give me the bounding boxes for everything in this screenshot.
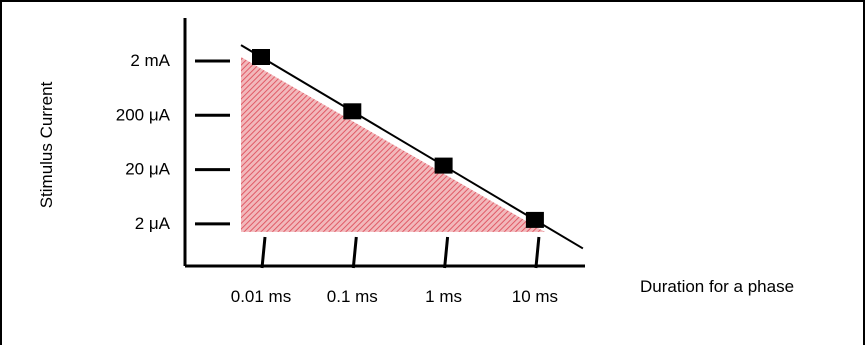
y-tick-label: 2 mA [130, 51, 170, 70]
x-tick [351, 236, 358, 269]
x-tick [443, 236, 450, 269]
data-point [252, 49, 270, 65]
x-axis-title: Duration for a phase [640, 277, 794, 296]
x-tick-label: 0.01 ms [231, 287, 291, 306]
x-tick [260, 236, 267, 269]
y-tick-label: 20 μA [125, 160, 170, 179]
x-tick [534, 236, 541, 269]
y-tick-label: 200 μA [116, 105, 171, 124]
y-tick-label: 2 μA [135, 214, 171, 233]
data-point [343, 103, 362, 120]
data-point [434, 157, 453, 174]
x-tick-label: 0.1 ms [327, 287, 378, 306]
x-tick-label: 1 ms [425, 287, 462, 306]
data-point [525, 211, 544, 228]
shaded-area [241, 57, 545, 232]
x-tick-label: 10 ms [512, 287, 558, 306]
y-axis-title: Stimulus Current [37, 81, 56, 208]
